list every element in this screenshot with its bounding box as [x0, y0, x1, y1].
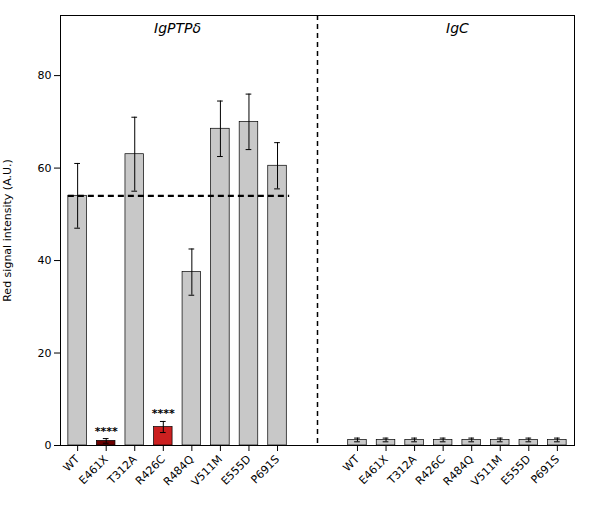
svg-text:****: **** — [152, 407, 175, 420]
svg-text:E555D: E555D — [219, 453, 254, 488]
svg-text:60: 60 — [38, 162, 52, 175]
svg-text:V511M: V511M — [189, 453, 225, 489]
svg-text:E461X: E461X — [77, 452, 112, 487]
svg-text:E555D: E555D — [498, 453, 533, 488]
svg-text:P691S: P691S — [528, 453, 562, 487]
svg-text:T312A: T312A — [105, 452, 140, 487]
svg-text:R484Q: R484Q — [160, 452, 197, 489]
svg-text:R426C: R426C — [133, 452, 168, 488]
svg-text:Red signal intensity (A.U.): Red signal intensity (A.U.) — [1, 159, 14, 302]
svg-text:P691S: P691S — [248, 453, 282, 487]
svg-text:40: 40 — [38, 254, 52, 267]
svg-text:20: 20 — [38, 347, 52, 360]
svg-text:WT: WT — [340, 453, 362, 475]
svg-text:R484Q: R484Q — [440, 452, 477, 489]
svg-text:80: 80 — [38, 69, 52, 82]
svg-text:****: **** — [95, 425, 118, 438]
svg-text:0: 0 — [45, 439, 52, 452]
svg-text:WT: WT — [61, 453, 83, 475]
svg-text:T312A: T312A — [384, 452, 419, 487]
svg-text:R426C: R426C — [412, 452, 448, 488]
svg-text:IgPTPδ: IgPTPδ — [154, 20, 201, 36]
svg-text:IgC: IgC — [446, 20, 469, 36]
svg-text:V511M: V511M — [469, 453, 505, 489]
svg-text:E461X: E461X — [356, 452, 391, 487]
